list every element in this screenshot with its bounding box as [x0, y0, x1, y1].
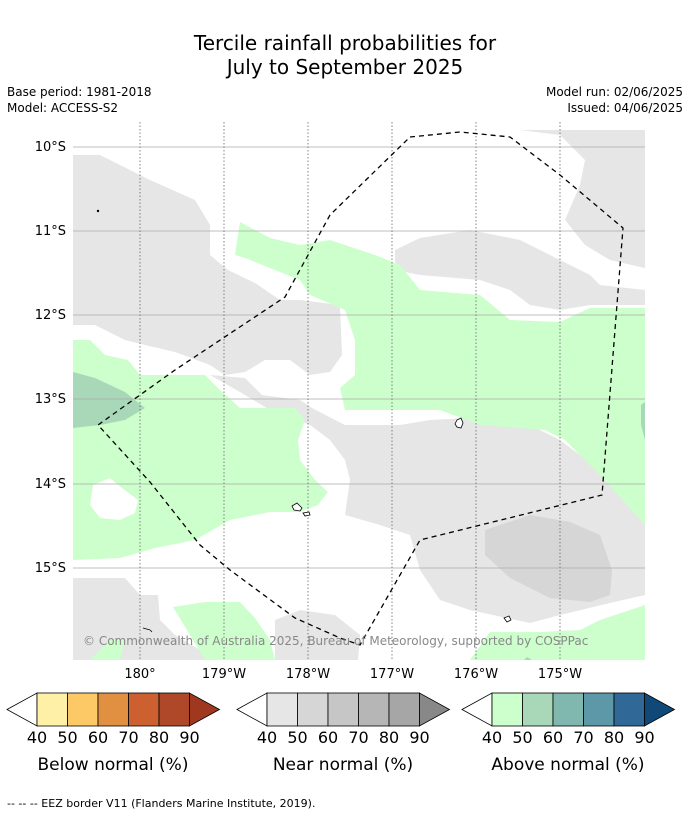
- colorbar-upper-extension: [189, 692, 221, 727]
- above-normal-region: [470, 605, 645, 660]
- colorbar-segment: [583, 692, 615, 727]
- colorbar-tick-label: 80: [604, 728, 624, 747]
- colorbar-tick-label: 50: [57, 728, 77, 747]
- colorbar-segment: [36, 692, 68, 727]
- colorbar-segment: [522, 692, 554, 727]
- colorbar-tick-label: 50: [287, 728, 307, 747]
- colorbar-tick-label: 60: [318, 728, 338, 747]
- colorbar-segment: [552, 692, 584, 727]
- colorbar-tick-label: 40: [257, 728, 277, 747]
- colorbar-segment: [67, 692, 99, 727]
- colorbar-title: Near normal (%): [273, 755, 413, 775]
- island-outlines: [96, 209, 512, 633]
- lon-label: 180°: [124, 667, 155, 682]
- colorbar-segment: [266, 692, 298, 727]
- colorbar-title: Below normal (%): [38, 755, 189, 775]
- longitude-labels: 180° 179°W 178°W 177°W 176°W 175°W: [124, 667, 582, 682]
- colorbar-tick-label: 40: [482, 728, 502, 747]
- colorbar-tick-label: 40: [27, 728, 47, 747]
- base-period: Base period: 1981-2018: [7, 85, 152, 99]
- colorbar-tick-label: 90: [409, 728, 429, 747]
- model-run: Model run: 02/06/2025: [545, 85, 683, 99]
- issued-date: Issued: 04/06/2025: [567, 101, 683, 115]
- colorbar-upper-extension: [644, 692, 676, 727]
- colorbar-above: 40 50 60 70 80 90 Above normal (%): [461, 692, 676, 775]
- latitude-gridlines: [73, 146, 645, 569]
- above-normal-region: [73, 372, 145, 428]
- lon-label: 176°W: [454, 667, 498, 682]
- colorbar-segment: [158, 692, 190, 727]
- above-normal-region: [641, 402, 645, 440]
- meta-right: Model run: 02/06/2025 Issued: 04/06/2025: [546, 84, 683, 116]
- colorbar-tick-label: 90: [634, 728, 654, 747]
- lat-label: 15°S: [35, 561, 66, 576]
- above-normal-region: [90, 640, 125, 660]
- colorbar-upper-extension: [419, 692, 451, 727]
- title-line-1: Tercile rainfall probabilities for: [193, 31, 497, 55]
- eez-footnote: -- -- -- EEZ border V11 (Flanders Marine…: [7, 797, 316, 810]
- near-normal-region: [485, 515, 612, 602]
- map-title: Tercile rainfall probabilities for July …: [0, 31, 690, 79]
- colorbar-title: Above normal (%): [491, 755, 644, 775]
- colorbar-segment: [297, 692, 329, 727]
- lat-label: 13°S: [35, 392, 66, 407]
- above-normal-region: [524, 657, 532, 660]
- title-line-2: July to September 2025: [226, 55, 464, 79]
- colorbar-segment: [388, 692, 420, 727]
- map-copyright: © Commonwealth of Australia 2025, Bureau…: [83, 634, 588, 648]
- lat-label: 10°S: [35, 140, 66, 155]
- lon-label: 178°W: [286, 667, 330, 682]
- lon-label: 179°W: [202, 667, 246, 682]
- longitude-gridlines: [139, 122, 561, 660]
- colorbar-segment: [613, 692, 645, 727]
- lon-label: 177°W: [370, 667, 414, 682]
- colorbar-tick-label: 70: [573, 728, 593, 747]
- neutral-gap: [90, 478, 138, 520]
- colorbar-tick-label: 80: [149, 728, 169, 747]
- colorbar-lower-extension: [461, 692, 493, 727]
- colorbar-near: 40 50 60 70 80 90 Near normal (%): [236, 692, 451, 775]
- meta-left: Base period: 1981-2018 Model: ACCESS-S2: [7, 84, 152, 116]
- lat-label: 14°S: [35, 477, 66, 492]
- colorbar-tick-label: 80: [379, 728, 399, 747]
- colorbar-lower-extension: [236, 692, 268, 727]
- eez-border: [97, 131, 624, 646]
- above-normal-region: [235, 222, 645, 525]
- colorbar-tick-label: 60: [543, 728, 563, 747]
- colorbar-segment: [97, 692, 129, 727]
- colorbar-segment: [128, 692, 160, 727]
- colorbar-tick-label: 70: [348, 728, 368, 747]
- lat-label: 11°S: [35, 224, 66, 239]
- lon-label: 175°W: [538, 667, 582, 682]
- colorbar-segment: [491, 692, 523, 727]
- near-normal-region: [73, 578, 215, 660]
- near-normal-region: [395, 230, 645, 310]
- colorbar-tick-label: 70: [118, 728, 138, 747]
- near-normal-region: [520, 130, 645, 268]
- colorbar-lower-extension: [6, 692, 38, 727]
- model-name: Model: ACCESS-S2: [7, 101, 119, 115]
- colorbar-segment: [327, 692, 359, 727]
- colorbar-segment: [358, 692, 390, 727]
- colorbar-tick-label: 60: [88, 728, 108, 747]
- colorbar-below: 40 50 60 70 80 90 Below normal (%): [6, 692, 221, 775]
- near-normal-region: [275, 610, 360, 660]
- map-area: © Commonwealth of Australia 2025, Bureau…: [73, 122, 645, 660]
- colorbar-tick-label: 90: [179, 728, 199, 747]
- colorbar-tick-label: 50: [512, 728, 532, 747]
- lat-label: 12°S: [35, 308, 66, 323]
- latitude-labels: 10°S 11°S 12°S 13°S 14°S 15°S: [35, 140, 66, 576]
